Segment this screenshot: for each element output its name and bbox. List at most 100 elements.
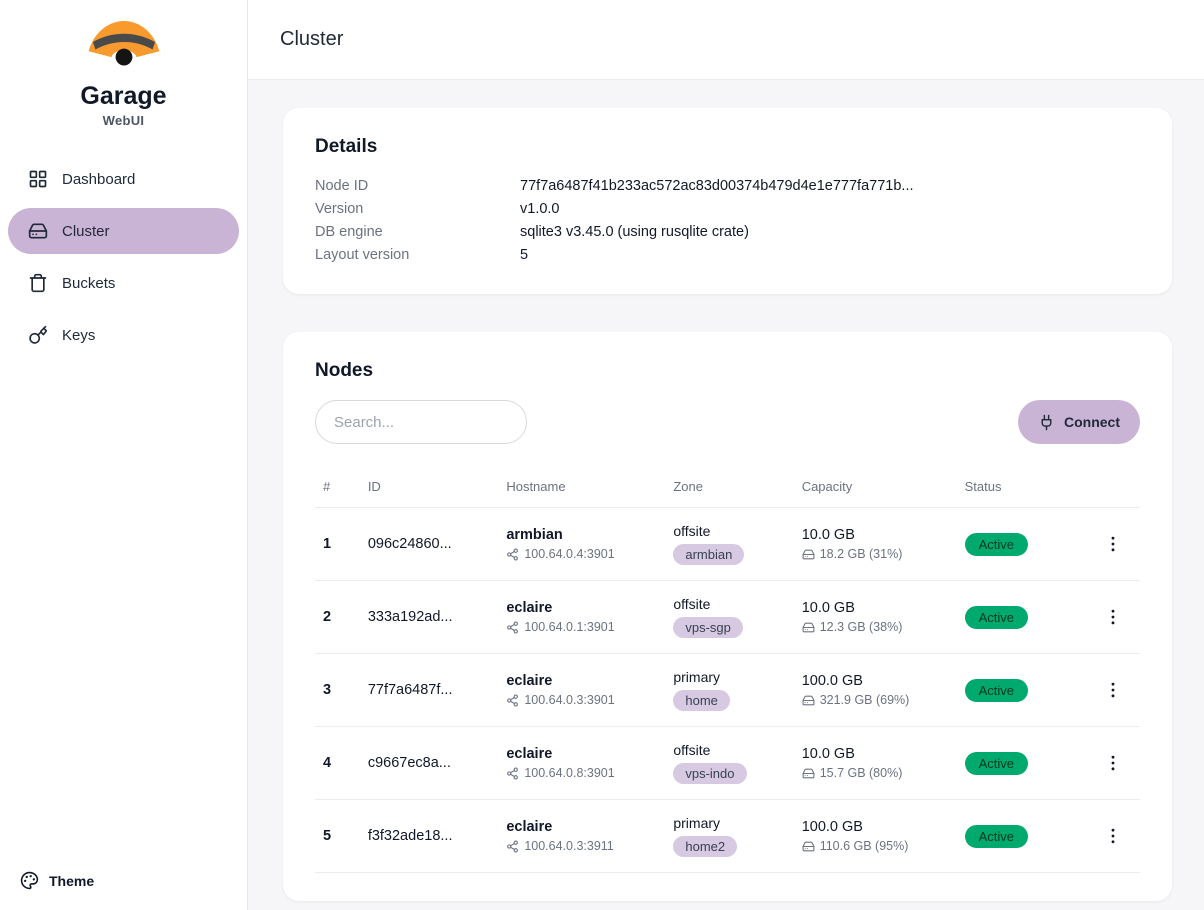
row-menu-button[interactable] (1099, 676, 1127, 704)
node-hostname: armbian (506, 527, 563, 543)
field-label: Node ID (315, 177, 369, 194)
node-hostname-cell: eclaire 100.64.0.3:3911 (498, 799, 666, 873)
key-icon (28, 325, 48, 345)
hard-drive-icon (802, 840, 815, 853)
node-hostname: eclaire (506, 819, 553, 835)
status-badge: Active (964, 751, 1029, 775)
nodes-title: Nodes (315, 360, 374, 381)
node-zone: offsite (673, 523, 711, 539)
field-value: sqlite3 v3.45.0 (using rusqlite crate) (520, 223, 749, 240)
row-menu-button[interactable] (1099, 822, 1127, 850)
node-capacity: 10.0 GB (801, 600, 855, 616)
node-used: 12.3 GB (38%) (819, 620, 903, 634)
node-used: 18.2 GB (31%) (819, 547, 903, 561)
kebab-icon (1111, 536, 1115, 552)
node-capacity-cell: 100.0 GB 321.9 GB (69%) (793, 653, 957, 727)
table-row: 1 096c24860... armbian 100.64.0.4:3901 o… (315, 507, 1140, 581)
column-header-id: ID (359, 466, 499, 508)
node-zone-cell: offsite vps-indo (665, 726, 794, 800)
node-hostname-cell: eclaire 100.64.0.1:3901 (498, 580, 666, 654)
sidebar-item-dashboard[interactable]: Dashboard (8, 156, 239, 202)
kebab-icon (1111, 828, 1115, 844)
node-id: c9667ec8a... (359, 726, 499, 800)
node-hostname-cell: eclaire 100.64.0.8:3901 (498, 726, 666, 800)
sidebar-item-label: Dashboard (62, 170, 136, 188)
status-badge: Active (964, 824, 1029, 848)
palette-icon (20, 871, 39, 890)
nodes-toolbar: Connect (315, 400, 1140, 444)
node-hostname-cell: eclaire 100.64.0.3:3901 (498, 653, 666, 727)
column-header-number: # (315, 466, 360, 508)
field-value: 5 (520, 246, 529, 263)
node-number: 3 (315, 653, 360, 727)
node-id: 096c24860... (359, 507, 499, 581)
main-area: Cluster Details Node ID 77f7a6487f41b233… (248, 0, 1204, 910)
page-title: Cluster (280, 28, 344, 50)
node-capacity: 100.0 GB (801, 819, 863, 835)
share-icon (506, 694, 519, 707)
connect-button[interactable]: Connect (1018, 400, 1140, 444)
sidebar-item-keys[interactable]: Keys (8, 312, 239, 358)
hard-drive-icon (802, 621, 815, 634)
search-input[interactable] (315, 400, 527, 444)
node-actions-cell (1091, 726, 1140, 800)
node-used: 110.6 GB (95%) (819, 839, 909, 853)
node-status-cell: Active (956, 580, 1092, 654)
node-status-cell: Active (956, 799, 1092, 873)
app-name: Garage (80, 82, 167, 110)
node-address: 100.64.0.3:3901 (524, 693, 615, 707)
node-zone: primary (673, 815, 721, 831)
hard-drive-icon (802, 767, 815, 780)
node-capacity-cell: 10.0 GB 18.2 GB (31%) (793, 507, 957, 581)
node-hostname: eclaire (506, 746, 553, 762)
node-id: 333a192ad... (359, 580, 499, 654)
status-badge: Active (964, 605, 1029, 629)
sidebar-item-label: Buckets (62, 274, 116, 292)
field-label: DB engine (315, 223, 383, 240)
page-content[interactable]: Details Node ID 77f7a6487f41b233ac572ac8… (248, 80, 1204, 910)
column-header-actions (1091, 466, 1140, 508)
table-row: 3 77f7a6487f... eclaire 100.64.0.3:3901 … (315, 653, 1140, 727)
node-zone: offsite (673, 742, 711, 758)
zone-tag: vps-indo (673, 763, 747, 784)
node-capacity: 10.0 GB (801, 746, 855, 762)
zone-tag: home (673, 690, 730, 711)
plug-icon (1038, 414, 1055, 431)
node-actions-cell (1091, 580, 1140, 654)
sidebar-item-buckets[interactable]: Buckets (8, 260, 239, 306)
node-number: 5 (315, 799, 360, 873)
row-menu-button[interactable] (1099, 603, 1127, 631)
zone-tag: home2 (673, 836, 738, 857)
node-number: 2 (315, 580, 360, 654)
node-actions-cell (1091, 653, 1140, 727)
sidebar: Garage WebUI Dashboard Cluster Buckets (0, 0, 248, 910)
node-status-cell: Active (956, 653, 1092, 727)
kebab-icon (1111, 682, 1115, 698)
hard-drive-icon (802, 694, 815, 707)
column-header-zone: Zone (665, 466, 794, 508)
status-badge: Active (964, 532, 1029, 556)
column-header-status: Status (956, 466, 1092, 508)
theme-button[interactable]: Theme (20, 871, 94, 890)
node-capacity-cell: 100.0 GB 110.6 GB (95%) (793, 799, 957, 873)
node-zone-cell: offsite armbian (665, 507, 794, 581)
detail-field-node-id: Node ID 77f7a6487f41b233ac572ac83d00374b… (315, 174, 1140, 197)
node-address: 100.64.0.4:3901 (524, 547, 615, 561)
node-number: 4 (315, 726, 360, 800)
sidebar-item-cluster[interactable]: Cluster (8, 208, 239, 254)
table-row: 2 333a192ad... eclaire 100.64.0.1:3901 o… (315, 580, 1140, 654)
column-header-hostname: Hostname (498, 466, 666, 508)
table-row: 5 f3f32ade18... eclaire 100.64.0.3:3911 … (315, 799, 1140, 873)
row-menu-button[interactable] (1099, 530, 1127, 558)
sidebar-nav: Dashboard Cluster Buckets Keys (0, 156, 247, 358)
share-icon (506, 767, 519, 780)
row-menu-button[interactable] (1099, 749, 1127, 777)
field-value: v1.0.0 (520, 200, 560, 217)
detail-field-layout-version: Layout version 5 (315, 243, 1140, 266)
node-hostname: eclaire (506, 600, 553, 616)
kebab-icon (1111, 609, 1115, 625)
bucket-trash-icon (28, 273, 48, 293)
dashboard-grid-icon (28, 169, 48, 189)
zone-tag: vps-sgp (673, 617, 743, 638)
node-zone: offsite (673, 596, 711, 612)
